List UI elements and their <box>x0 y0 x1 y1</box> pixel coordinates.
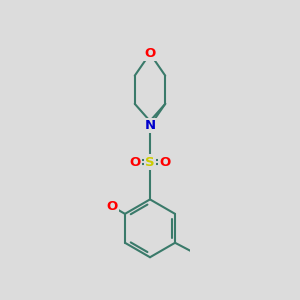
Text: O: O <box>159 155 170 169</box>
Text: O: O <box>106 200 118 213</box>
Text: N: N <box>144 119 156 132</box>
Text: O: O <box>130 155 141 169</box>
Text: S: S <box>145 155 155 169</box>
Text: O: O <box>144 47 156 60</box>
